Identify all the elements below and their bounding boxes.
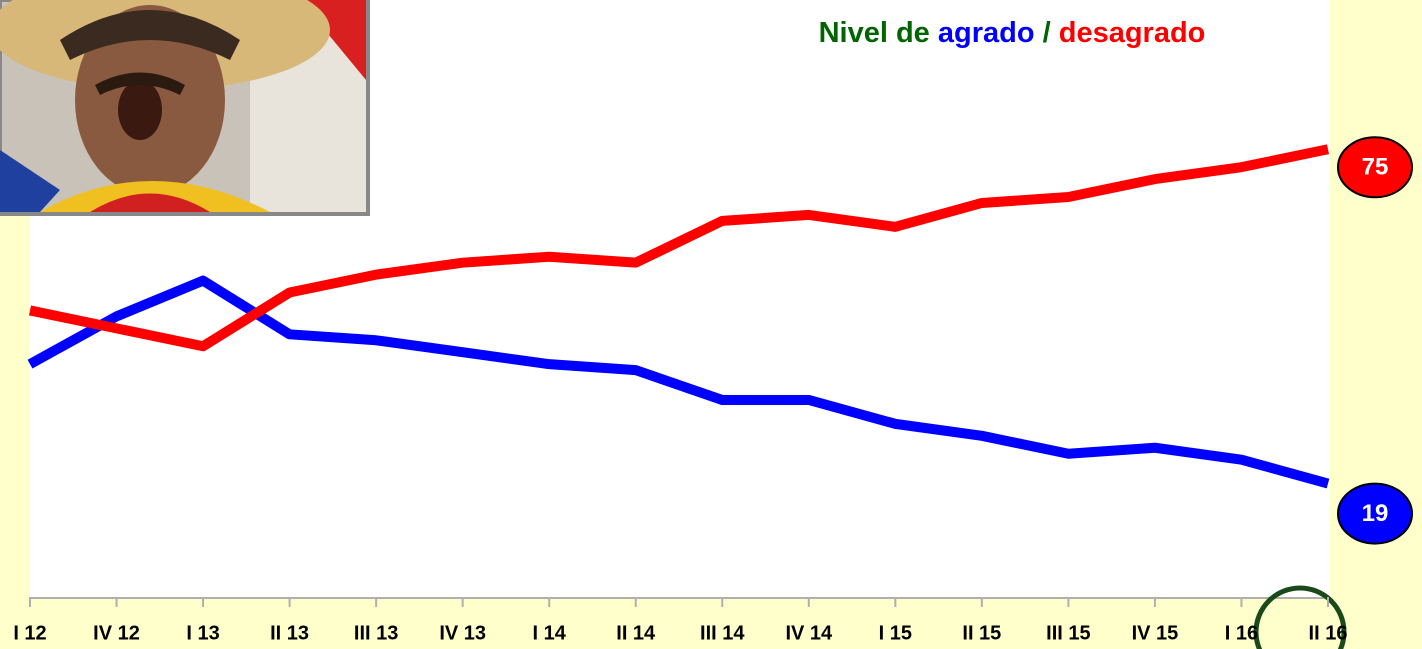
x-tick-label: II 14 <box>616 622 656 644</box>
title-part: desagrado <box>1059 17 1206 49</box>
chart: Nivel de agrado / desagrado I 12 IV 12 I 1… <box>0 0 1422 649</box>
x-tick-label: II 15 <box>962 622 1001 644</box>
chart-title: Nivel de agrado / desagrado <box>819 17 1206 49</box>
x-tick-label: III 13 <box>354 622 398 644</box>
x-tick-label: II 16 <box>1309 622 1348 644</box>
end-value-label: 75 <box>1362 154 1389 181</box>
x-tick-label: I 13 <box>186 622 219 644</box>
x-tick-label: IV 15 <box>1132 622 1179 644</box>
x-tick-label: IV 13 <box>439 622 486 644</box>
title-part: agrado <box>938 17 1035 49</box>
x-tick-label: I 14 <box>533 622 567 644</box>
x-tick-label: I 12 <box>13 622 46 644</box>
x-tick-label: III 15 <box>1046 622 1090 644</box>
x-tick-label: III 14 <box>700 622 745 644</box>
title-part: / <box>1043 17 1051 49</box>
x-tick-label: I 16 <box>1225 622 1258 644</box>
x-tick-label: I 15 <box>879 622 912 644</box>
x-tick-label: II 13 <box>270 622 309 644</box>
x-tick-label: IV 14 <box>785 622 833 644</box>
x-tick-label: IV 12 <box>93 622 140 644</box>
page: Nivel de agrado / desagrado I 12 IV 12 I 1… <box>0 0 1422 649</box>
end-value-label: 19 <box>1362 500 1389 527</box>
title-part: Nivel de <box>819 17 930 49</box>
photo <box>0 0 368 214</box>
